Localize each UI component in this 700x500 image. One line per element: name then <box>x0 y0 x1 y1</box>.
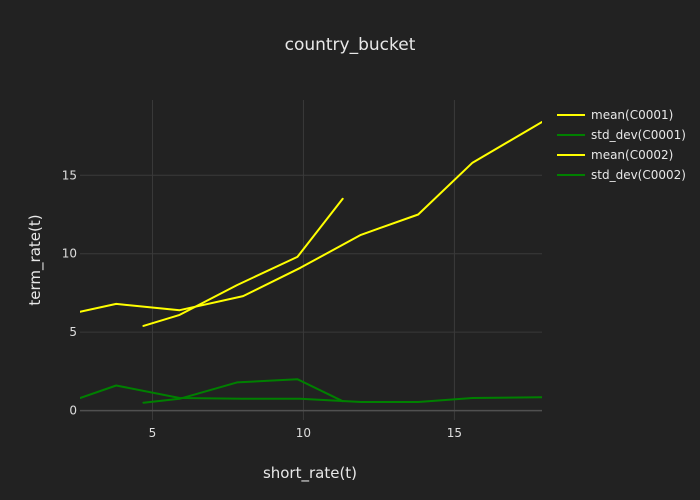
legend-label: mean(C0001) <box>591 108 673 122</box>
y-tick-label: 15 <box>62 168 77 182</box>
legend: mean(C0001) std_dev(C0001) mean(C0002) std_… <box>557 108 686 182</box>
legend-item[interactable]: mean(C0002) <box>557 148 673 162</box>
y-axis-title: term_rate(t) <box>26 214 45 305</box>
y-tick-label: 5 <box>69 325 77 339</box>
x-axis-title: short_rate(t) <box>263 464 357 483</box>
gridlines <box>80 100 542 420</box>
legend-label: std_dev(C0001) <box>591 128 686 142</box>
series-lines <box>80 121 542 404</box>
y-tick-label: 10 <box>62 247 77 261</box>
x-tick-label: 15 <box>447 426 462 440</box>
x-tick-label: 10 <box>296 426 311 440</box>
series-line <box>142 378 344 404</box>
legend-label: std_dev(C0002) <box>591 168 686 182</box>
series-line <box>80 384 542 403</box>
legend-item[interactable]: std_dev(C0001) <box>557 128 686 142</box>
x-tick-label: 5 <box>149 426 157 440</box>
legend-label: mean(C0002) <box>591 148 673 162</box>
series-line <box>142 197 344 327</box>
chart-title: country_bucket <box>285 35 416 55</box>
series-line <box>80 121 542 313</box>
y-tick-label: 0 <box>69 404 77 418</box>
legend-item[interactable]: std_dev(C0002) <box>557 168 686 182</box>
legend-item[interactable]: mean(C0001) <box>557 108 673 122</box>
tick-labels: 5 10 15 0 5 10 15 <box>62 168 462 440</box>
